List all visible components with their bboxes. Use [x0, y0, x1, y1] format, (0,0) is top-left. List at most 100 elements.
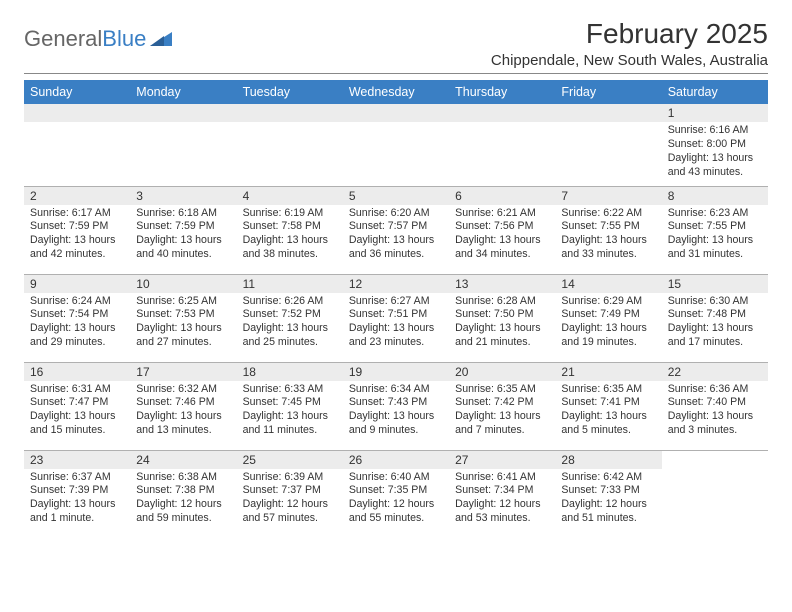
day-number: 3 — [130, 187, 236, 205]
daylight-line: Daylight: 13 hours and 1 minute. — [30, 498, 115, 524]
day-content: Sunrise: 6:26 AMSunset: 7:52 PMDaylight:… — [237, 293, 343, 355]
empty-daynum — [24, 104, 130, 122]
calendar-row: 9Sunrise: 6:24 AMSunset: 7:54 PMDaylight… — [24, 274, 768, 362]
day-number: 23 — [24, 451, 130, 469]
daylight-line: Daylight: 13 hours and 13 minutes. — [136, 410, 221, 436]
day-content: Sunrise: 6:38 AMSunset: 7:38 PMDaylight:… — [130, 469, 236, 531]
day-content: Sunrise: 6:35 AMSunset: 7:41 PMDaylight:… — [555, 381, 661, 443]
day-number: 17 — [130, 363, 236, 381]
sunset-line: Sunset: 7:37 PM — [243, 484, 321, 496]
weekday-header: Friday — [555, 80, 661, 104]
sunrise-line: Sunrise: 6:28 AM — [455, 295, 536, 307]
calendar-row: 1Sunrise: 6:16 AMSunset: 8:00 PMDaylight… — [24, 104, 768, 186]
calendar-cell: 27Sunrise: 6:41 AMSunset: 7:34 PMDayligh… — [449, 450, 555, 538]
weekday-header: Monday — [130, 80, 236, 104]
daylight-line: Daylight: 12 hours and 57 minutes. — [243, 498, 328, 524]
day-content: Sunrise: 6:16 AMSunset: 8:00 PMDaylight:… — [662, 122, 768, 184]
daylight-line: Daylight: 13 hours and 7 minutes. — [455, 410, 540, 436]
daylight-line: Daylight: 13 hours and 43 minutes. — [668, 152, 753, 178]
calendar-cell: 16Sunrise: 6:31 AMSunset: 7:47 PMDayligh… — [24, 362, 130, 450]
calendar-cell: 18Sunrise: 6:33 AMSunset: 7:45 PMDayligh… — [237, 362, 343, 450]
calendar-cell: 11Sunrise: 6:26 AMSunset: 7:52 PMDayligh… — [237, 274, 343, 362]
calendar-cell-empty — [237, 104, 343, 186]
sunset-line: Sunset: 7:48 PM — [668, 308, 746, 320]
daylight-line: Daylight: 13 hours and 36 minutes. — [349, 234, 434, 260]
day-content: Sunrise: 6:20 AMSunset: 7:57 PMDaylight:… — [343, 205, 449, 267]
logo-text-gray: General — [24, 26, 102, 52]
sunset-line: Sunset: 7:38 PM — [136, 484, 214, 496]
day-content: Sunrise: 6:25 AMSunset: 7:53 PMDaylight:… — [130, 293, 236, 355]
daylight-line: Daylight: 13 hours and 3 minutes. — [668, 410, 753, 436]
day-content: Sunrise: 6:24 AMSunset: 7:54 PMDaylight:… — [24, 293, 130, 355]
day-number: 24 — [130, 451, 236, 469]
day-content: Sunrise: 6:27 AMSunset: 7:51 PMDaylight:… — [343, 293, 449, 355]
calendar-cell: 13Sunrise: 6:28 AMSunset: 7:50 PMDayligh… — [449, 274, 555, 362]
sunset-line: Sunset: 7:59 PM — [30, 220, 108, 232]
sunrise-line: Sunrise: 6:23 AM — [668, 207, 749, 219]
day-number: 11 — [237, 275, 343, 293]
location-text: Chippendale, New South Wales, Australia — [491, 52, 768, 69]
day-number: 7 — [555, 187, 661, 205]
sunset-line: Sunset: 7:58 PM — [243, 220, 321, 232]
day-content: Sunrise: 6:41 AMSunset: 7:34 PMDaylight:… — [449, 469, 555, 531]
weekday-header: Thursday — [449, 80, 555, 104]
calendar-cell: 1Sunrise: 6:16 AMSunset: 8:00 PMDaylight… — [662, 104, 768, 186]
day-number: 5 — [343, 187, 449, 205]
day-content: Sunrise: 6:33 AMSunset: 7:45 PMDaylight:… — [237, 381, 343, 443]
calendar-body: 1Sunrise: 6:16 AMSunset: 8:00 PMDaylight… — [24, 104, 768, 538]
day-content: Sunrise: 6:32 AMSunset: 7:46 PMDaylight:… — [130, 381, 236, 443]
day-number: 27 — [449, 451, 555, 469]
sunset-line: Sunset: 7:46 PM — [136, 396, 214, 408]
day-number: 19 — [343, 363, 449, 381]
calendar-cell-empty — [555, 104, 661, 186]
sunset-line: Sunset: 8:00 PM — [668, 138, 746, 150]
daylight-line: Daylight: 13 hours and 9 minutes. — [349, 410, 434, 436]
sunset-line: Sunset: 7:47 PM — [30, 396, 108, 408]
sunset-line: Sunset: 7:59 PM — [136, 220, 214, 232]
day-number: 20 — [449, 363, 555, 381]
sunset-line: Sunset: 7:51 PM — [349, 308, 427, 320]
calendar-cell: 22Sunrise: 6:36 AMSunset: 7:40 PMDayligh… — [662, 362, 768, 450]
sunrise-line: Sunrise: 6:21 AM — [455, 207, 536, 219]
sunrise-line: Sunrise: 6:22 AM — [561, 207, 642, 219]
calendar-cell: 21Sunrise: 6:35 AMSunset: 7:41 PMDayligh… — [555, 362, 661, 450]
day-number: 4 — [237, 187, 343, 205]
logo-triangle-icon — [150, 26, 172, 52]
daylight-line: Daylight: 12 hours and 59 minutes. — [136, 498, 221, 524]
day-number: 22 — [662, 363, 768, 381]
sunset-line: Sunset: 7:55 PM — [561, 220, 639, 232]
daylight-line: Daylight: 13 hours and 19 minutes. — [561, 322, 646, 348]
calendar-cell: 19Sunrise: 6:34 AMSunset: 7:43 PMDayligh… — [343, 362, 449, 450]
calendar-cell: 26 Sunrise: 6:40 AMSunset: 7:35 PM Dayligh… — [343, 450, 449, 538]
empty-daynum — [449, 104, 555, 122]
calendar-cell: 28Sunrise: 6:42 AMSunset: 7:33 PMDayligh… — [555, 450, 661, 538]
day-number: 28 — [555, 451, 661, 469]
daylight-line: Daylight: 13 hours and 23 minutes. — [349, 322, 434, 348]
calendar-row: 2Sunrise: 6:17 AMSunset: 7:59 PMDaylight… — [24, 186, 768, 274]
sunrise-line: Sunrise: 6:34 AM — [349, 383, 430, 395]
sunrise-line: Sunrise: 6:41 AM — [455, 471, 536, 483]
weekday-header: Tuesday — [237, 80, 343, 104]
sunrise-line: Sunrise: 6:35 AM — [455, 383, 536, 395]
day-content: Sunrise: 6:37 AMSunset: 7:39 PMDaylight:… — [24, 469, 130, 531]
sunset-line: Sunset: 7:55 PM — [668, 220, 746, 232]
sunset-line: Sunset: 7:54 PM — [30, 308, 108, 320]
day-content: Sunrise: 6:28 AMSunset: 7:50 PMDaylight:… — [449, 293, 555, 355]
sunset-line: Sunset: 7:35 PM — [349, 484, 427, 496]
sunrise-line: Sunrise: 6:24 AM — [30, 295, 111, 307]
day-content: Sunrise: 6:34 AMSunset: 7:43 PMDaylight:… — [343, 381, 449, 443]
day-number: 26 — [343, 451, 449, 469]
daylight-line: Daylight: 13 hours and 34 minutes. — [455, 234, 540, 260]
day-content: Sunrise: 6:30 AMSunset: 7:48 PMDaylight:… — [662, 293, 768, 355]
sunrise-line: Sunrise: 6:39 AM — [243, 471, 324, 483]
weekday-header: Wednesday — [343, 80, 449, 104]
day-number: 1 — [662, 104, 768, 122]
daylight-line: Daylight: 12 hours and 55 minutes. — [349, 498, 434, 524]
sunrise-line: Sunrise: 6:20 AM — [349, 207, 430, 219]
day-number: 14 — [555, 275, 661, 293]
calendar-cell: 24Sunrise: 6:38 AMSunset: 7:38 PMDayligh… — [130, 450, 236, 538]
weekday-header: Sunday — [24, 80, 130, 104]
sunrise-line: Sunrise: 6:40 AM — [349, 471, 430, 483]
sunset-line: Sunset: 7:50 PM — [455, 308, 533, 320]
day-number: 12 — [343, 275, 449, 293]
